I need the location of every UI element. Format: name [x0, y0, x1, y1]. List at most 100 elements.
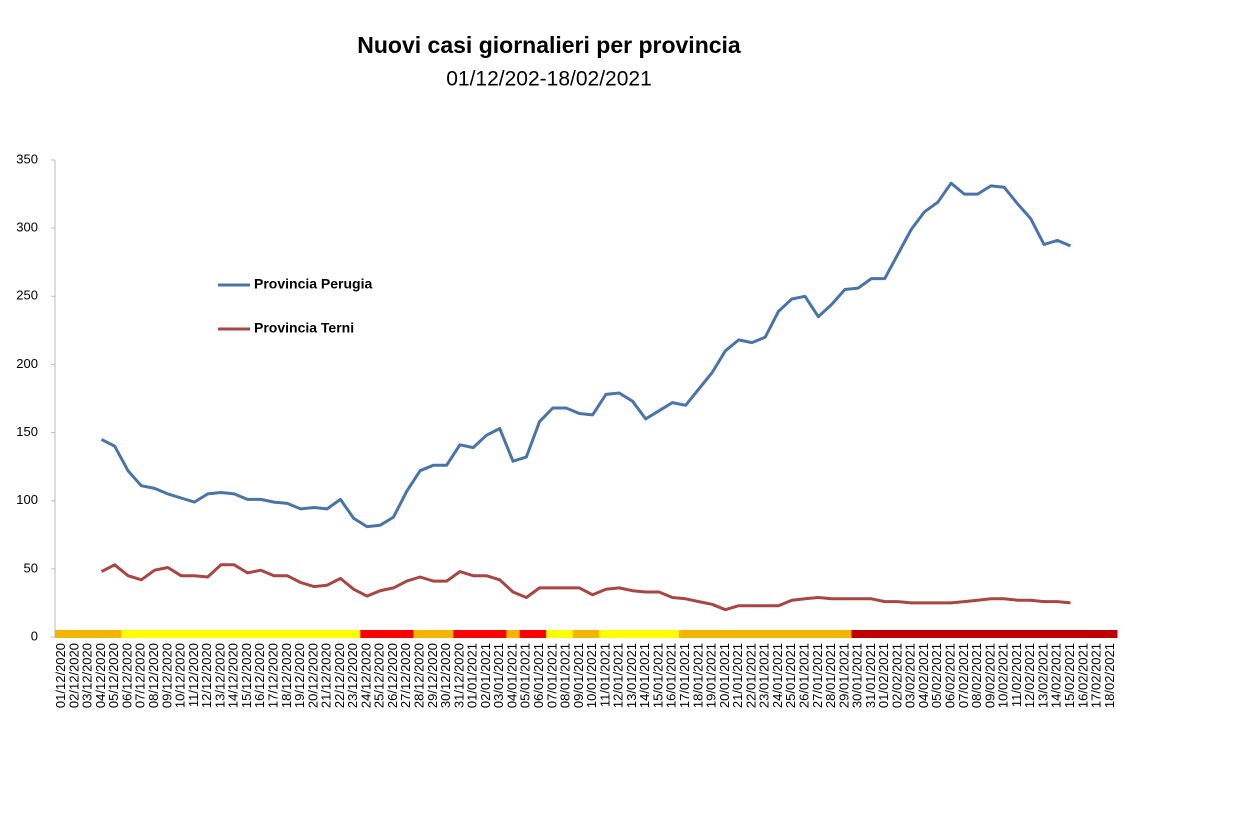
zone-band [758, 630, 773, 638]
zone-band [201, 630, 215, 638]
zone-band [81, 630, 96, 638]
y-tick-label: 200 [16, 356, 38, 371]
x-tick-label: 24/01/2021 [770, 643, 785, 708]
x-tick-label: 26/12/2020 [385, 643, 400, 708]
x-tick-label: 19/01/2021 [704, 643, 719, 708]
zone-band [970, 630, 985, 638]
zone-band [519, 630, 534, 638]
x-tick-label: 11/01/2021 [597, 643, 612, 707]
x-tick-label: 02/02/2021 [889, 643, 904, 708]
x-tick-label: 26/01/2021 [796, 643, 811, 708]
zone-band [1063, 630, 1078, 638]
zone-band [1010, 630, 1025, 638]
zone-band [838, 630, 852, 638]
zone-band [718, 630, 733, 638]
x-tick-label: 29/01/2021 [836, 643, 851, 708]
x-tick-label: 05/01/2021 [518, 643, 533, 708]
zone-band [347, 630, 361, 638]
zone-band [639, 630, 653, 638]
zone-band [931, 630, 945, 638]
zone-band [652, 630, 667, 638]
zone-band [214, 630, 229, 638]
x-tick-label: 15/12/2020 [239, 643, 254, 708]
zone-band [944, 630, 959, 638]
zone-band [1024, 630, 1038, 638]
zone-band [745, 630, 760, 638]
x-tick-label: 31/12/2020 [451, 643, 466, 708]
x-tick-label: 10/02/2021 [996, 643, 1011, 708]
zone-band [904, 630, 919, 638]
x-tick-label: 10/12/2020 [173, 643, 188, 708]
zone-band [732, 630, 746, 638]
zone-band [386, 630, 401, 638]
x-tick-label: 17/12/2020 [265, 643, 280, 708]
legend-label: Provincia Terni [254, 320, 354, 336]
zone-band [55, 630, 69, 638]
zone-band [625, 630, 640, 638]
x-tick-label: 08/12/2020 [146, 643, 161, 708]
x-tick-label: 16/02/2021 [1075, 643, 1090, 708]
x-tick-label: 28/12/2020 [412, 643, 427, 708]
zone-band [108, 630, 122, 638]
zone-band [917, 630, 932, 638]
data-line [100, 563, 1071, 612]
y-tick-label: 0 [31, 628, 38, 643]
x-tick-label: 17/01/2021 [677, 643, 692, 708]
zone-band [878, 630, 892, 638]
x-tick-label: 21/12/2020 [319, 643, 334, 708]
x-tick-label: 06/01/2021 [531, 643, 546, 708]
zone-band [785, 630, 799, 638]
x-tick-label: 09/02/2021 [982, 643, 997, 708]
zone-band [147, 630, 162, 638]
x-tick-label: 27/12/2020 [398, 643, 413, 708]
x-tick-label: 25/12/2020 [372, 643, 387, 708]
zone-band [532, 630, 547, 638]
x-tick-label: 18/02/2021 [1102, 643, 1117, 708]
zone-band [307, 630, 321, 638]
x-tick-label: 01/12/2020 [53, 643, 68, 708]
zone-band [811, 630, 826, 638]
x-tick-label: 12/02/2021 [1022, 643, 1037, 708]
x-tick-label: 03/12/2020 [80, 643, 95, 708]
zone-band [705, 630, 720, 638]
zone-band [267, 630, 282, 638]
x-tick-label: 17/02/2021 [1089, 643, 1104, 708]
x-tick-label: 10/01/2021 [584, 643, 599, 708]
x-tick-label: 05/12/2020 [106, 643, 121, 708]
zone-band [572, 630, 587, 638]
zone-band [1050, 630, 1065, 638]
y-tick-label: 150 [16, 424, 38, 439]
zone-band [400, 630, 414, 638]
x-tick-label: 11/02/2021 [1009, 643, 1024, 707]
zone-band [413, 630, 428, 638]
zone-band [864, 630, 879, 638]
zone-band [997, 630, 1012, 638]
x-tick-label: 18/12/2020 [279, 643, 294, 708]
zone-band [280, 630, 295, 638]
zone-band [161, 630, 175, 638]
x-tick-label: 30/12/2020 [438, 643, 453, 708]
zone-band [1090, 630, 1105, 638]
y-tick-label: 250 [16, 288, 38, 303]
x-tick-label: 21/01/2021 [730, 643, 745, 708]
zone-band [320, 630, 335, 638]
legend-label: Provincia Perugia [254, 276, 372, 292]
x-tick-label: 16/01/2021 [664, 643, 679, 708]
chart-title: Nuovi casi giornalieri per provincia [357, 32, 741, 58]
zone-band [824, 630, 839, 638]
x-tick-label: 23/12/2020 [345, 643, 360, 708]
x-tick-label: 22/12/2020 [332, 643, 347, 708]
zone-band [665, 630, 680, 638]
zone-band [559, 630, 574, 638]
x-tick-label: 29/12/2020 [425, 643, 440, 708]
zone-band [293, 630, 308, 638]
x-tick-label: 02/01/2021 [478, 643, 493, 708]
zone-band [333, 630, 348, 638]
chart-subtitle: 01/12/202-18/02/2021 [446, 68, 652, 91]
zone-band [453, 630, 468, 638]
x-tick-label: 12/01/2021 [611, 643, 626, 708]
zone-band [798, 630, 813, 638]
x-tick-label: 01/01/2021 [465, 643, 480, 708]
x-tick-label: 13/01/2021 [624, 643, 639, 708]
x-tick-label: 09/12/2020 [159, 643, 174, 708]
